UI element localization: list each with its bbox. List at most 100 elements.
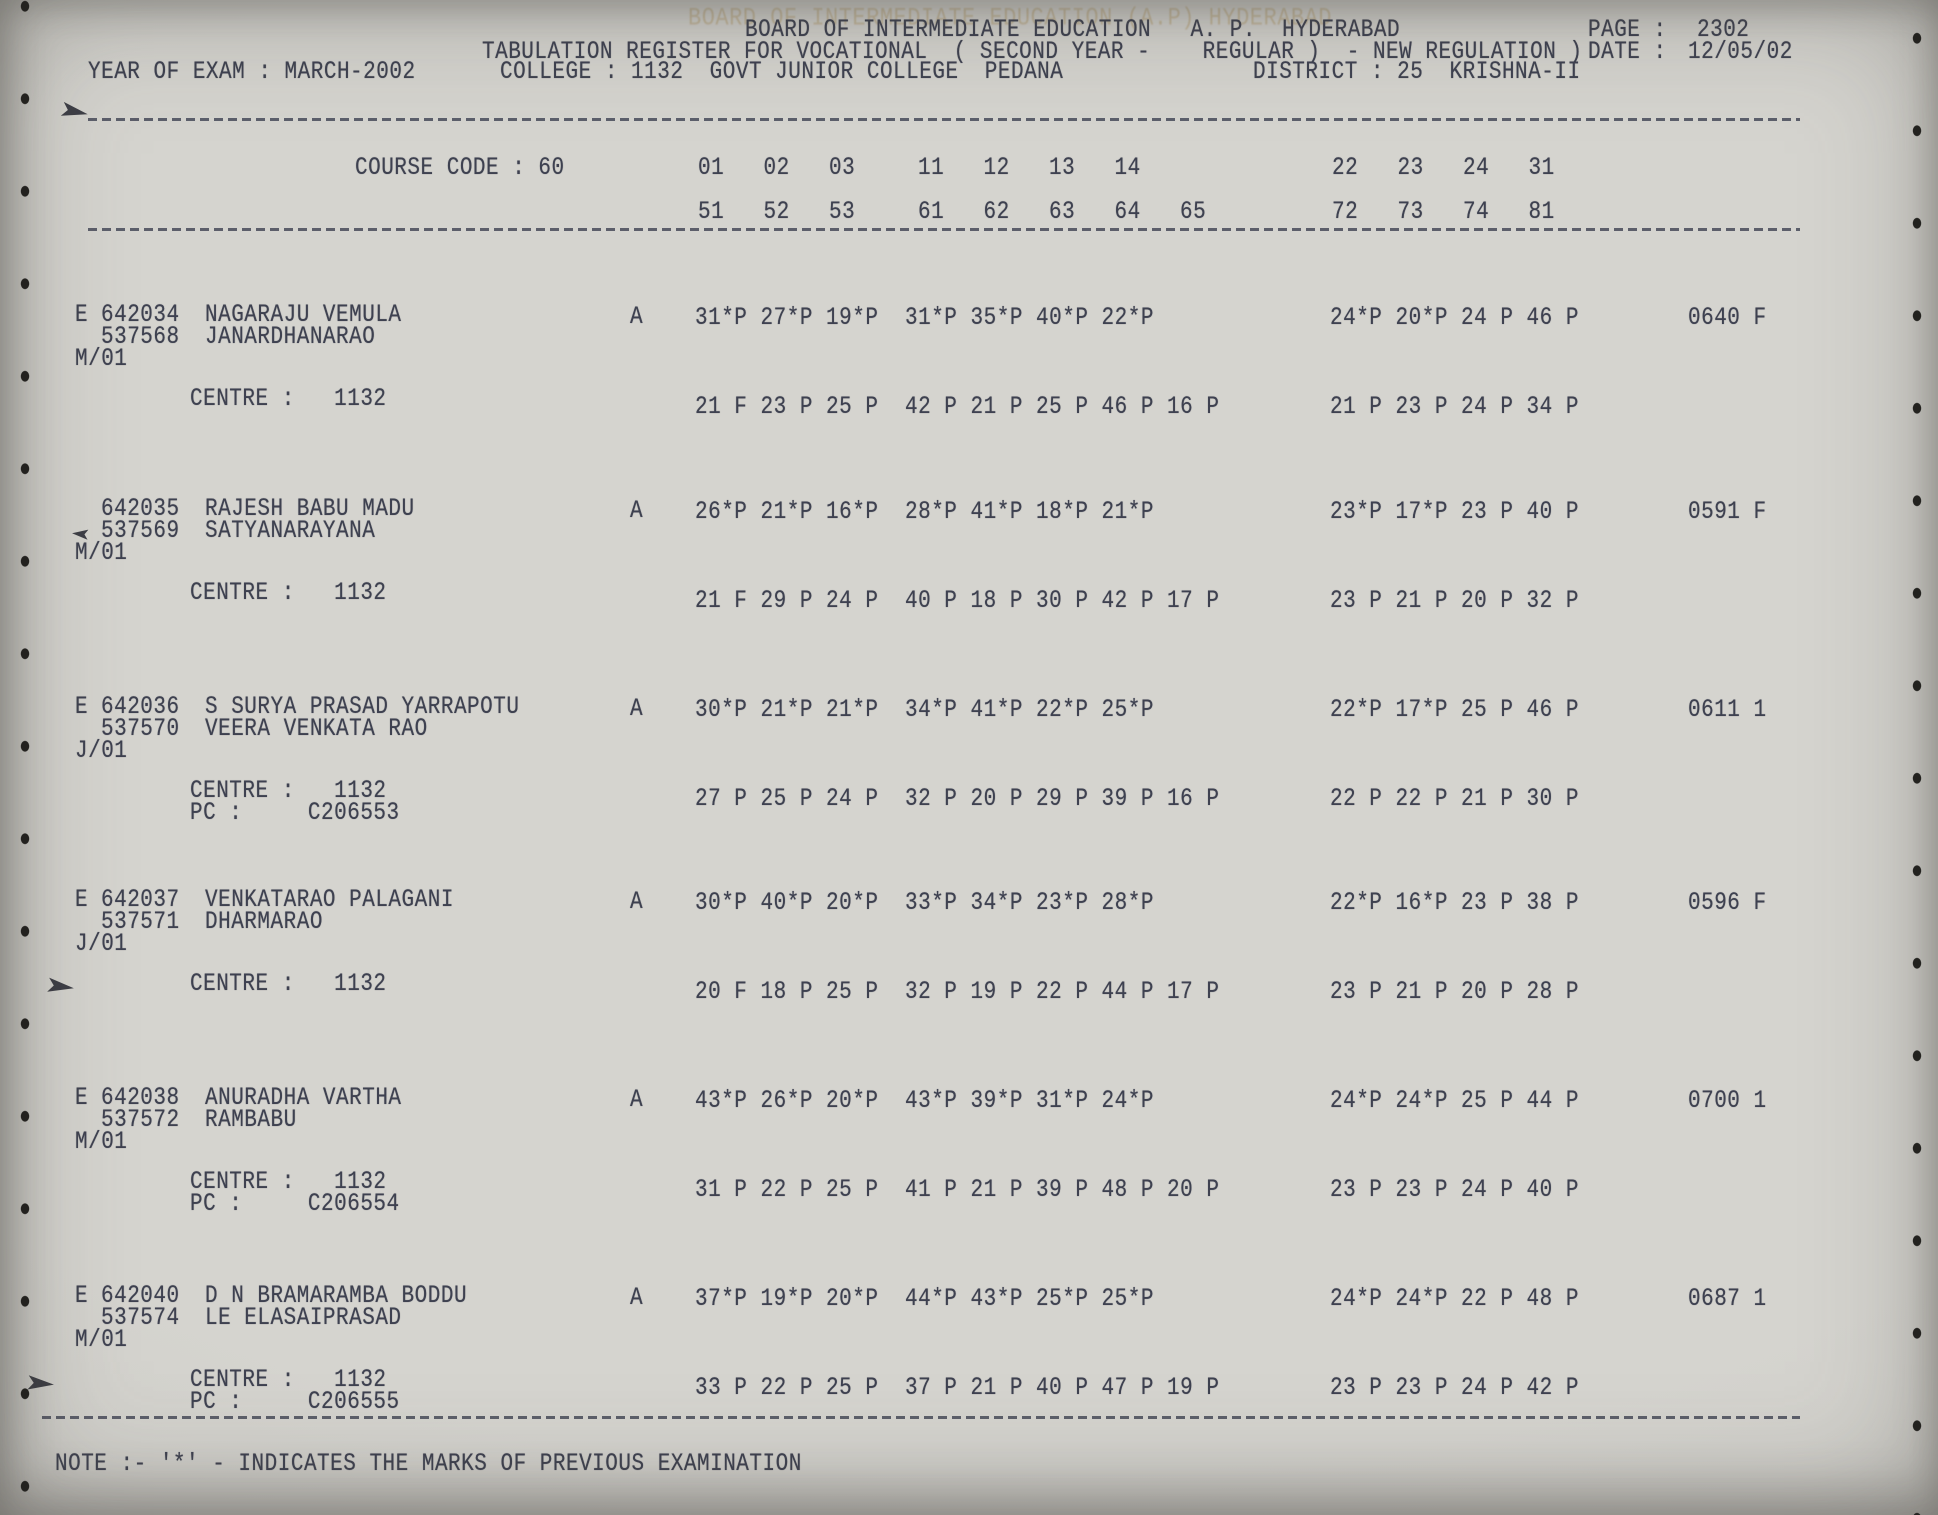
centre-marks-group-3: 22 P 22 P 21 P 30 P [1330, 785, 1579, 814]
parent-name: VEERA VENKATA RAO [205, 715, 428, 744]
centre-label: CENTRE : 1132 [190, 970, 387, 999]
centre-marks-group-1: 31 P 22 P 25 P [695, 1176, 879, 1205]
ghost-print-text: BOARD OF INTERMEDIATE EDUCATION (A.P) HY… [688, 4, 1333, 33]
marks-group-2: 33*P 34*P 23*P 28*P [905, 889, 1154, 918]
student-name: VENKATARAO PALAGANI [205, 886, 454, 915]
secondary-number: 537570 [101, 715, 180, 744]
secondary-number: 537571 [101, 908, 180, 937]
parent-name: DHARMARAO [205, 908, 323, 937]
centre-marks-group-3: 23 P 21 P 20 P 28 P [1330, 978, 1579, 1007]
attendance-flag: A [630, 1284, 644, 1313]
parent-name: RAMBABU [205, 1106, 297, 1135]
reg-number: 642034 [101, 301, 180, 330]
marks-group-2: 44*P 43*P 25*P 25*P [905, 1285, 1154, 1314]
marks-group-3: 24*P 20*P 24 P 46 P [1330, 304, 1579, 333]
date-value: 12/05/02 [1688, 38, 1793, 67]
year-of-exam: YEAR OF EXAM : MARCH-2002 [88, 58, 416, 87]
centre-marks-group-3: 21 P 23 P 24 P 34 P [1330, 393, 1579, 422]
student-name: RAJESH BABU MADU [205, 495, 415, 524]
college-name: COLLEGE : 1132 GOVT JUNIOR COLLEGE PEDAN… [500, 58, 1064, 87]
student-name: NAGARAJU VEMULA [205, 301, 402, 330]
centre-marks-group-1: 21 F 29 P 24 P [695, 587, 879, 616]
reg-prefix: E [75, 301, 89, 330]
reg-number: 642038 [101, 1084, 180, 1113]
centre-marks-group-3: 23 P 23 P 24 P 42 P [1330, 1374, 1579, 1403]
medium-code: J/01 [75, 930, 128, 959]
subject-codes-row2-group2: 61 62 63 64 65 [918, 198, 1207, 227]
subject-codes-row2-group1: 51 52 53 [698, 198, 856, 227]
secondary-number: 537569 [101, 517, 180, 546]
reg-prefix: E [75, 693, 89, 722]
student-name: D N BRAMARAMBA BODDU [205, 1282, 468, 1311]
medium-code: M/01 [75, 1326, 128, 1355]
medium-code: M/01 [75, 539, 128, 568]
parent-name: LE ELASAIPRASAD [205, 1304, 402, 1333]
reg-prefix: E [75, 886, 89, 915]
parent-name: SATYANARAYANA [205, 517, 376, 546]
subject-codes-row1-group3: 22 23 24 31 [1332, 154, 1555, 183]
subject-codes-row2-group3: 72 73 74 81 [1332, 198, 1555, 227]
secondary-number: 537572 [101, 1106, 180, 1135]
centre-marks-group-2: 32 P 20 P 29 P 39 P 16 P [905, 785, 1220, 814]
centre-label: CENTRE : 1132 [190, 385, 387, 414]
marks-group-2: 43*P 39*P 31*P 24*P [905, 1087, 1154, 1116]
marks-group-2: 28*P 41*P 18*P 21*P [905, 498, 1154, 527]
pen-mark [47, 976, 75, 996]
centre-marks-group-2: 40 P 18 P 30 P 42 P 17 P [905, 587, 1220, 616]
student-name: ANURADHA VARTHA [205, 1084, 402, 1113]
reg-number: 642040 [101, 1282, 180, 1311]
board-title: BOARD OF INTERMEDIATE EDUCATION A. P. HY… [745, 16, 1401, 45]
marks-group-1: 37*P 19*P 20*P [695, 1285, 879, 1314]
medium-code: J/01 [75, 737, 128, 766]
pc-number: PC : C206553 [190, 799, 400, 828]
centre-marks-group-3: 23 P 23 P 24 P 40 P [1330, 1176, 1579, 1205]
attendance-flag: A [630, 888, 644, 917]
page-number: 2302 [1697, 16, 1750, 45]
marks-group-2: 31*P 35*P 40*P 22*P [905, 304, 1154, 333]
punch-holes-right [1904, 0, 1930, 1515]
pen-mark [61, 100, 90, 122]
centre-label: CENTRE : 1132 [190, 579, 387, 608]
total-and-result: 0700 1 [1688, 1087, 1767, 1116]
marks-group-3: 22*P 16*P 23 P 38 P [1330, 889, 1579, 918]
centre-marks-group-1: 20 F 18 P 25 P [695, 978, 879, 1007]
punch-holes-left [12, 0, 38, 1515]
total-and-result: 0611 1 [1688, 696, 1767, 725]
marks-group-1: 43*P 26*P 20*P [695, 1087, 879, 1116]
footnote: NOTE :- '*' - INDICATES THE MARKS OF PRE… [55, 1450, 802, 1479]
course-code-label: COURSE CODE : 60 [355, 154, 565, 183]
centre-label: CENTRE : 1132 [190, 1366, 387, 1395]
subject-codes-row1-group2: 11 12 13 14 [918, 154, 1141, 183]
secondary-number: 537568 [101, 323, 180, 352]
medium-code: M/01 [75, 345, 128, 374]
separator-line [42, 1416, 1800, 1419]
separator-line [88, 228, 1800, 231]
centre-marks-group-2: 41 P 21 P 39 P 48 P 20 P [905, 1176, 1220, 1205]
marks-group-2: 34*P 41*P 22*P 25*P [905, 696, 1154, 725]
centre-marks-group-2: 42 P 21 P 25 P 46 P 16 P [905, 393, 1220, 422]
marks-group-1: 30*P 21*P 21*P [695, 696, 879, 725]
marks-group-1: 30*P 40*P 20*P [695, 889, 879, 918]
register-title: TABULATION REGISTER FOR VOCATIONAL ( SEC… [482, 38, 1583, 67]
medium-code: M/01 [75, 1128, 128, 1157]
pen-mark [27, 1374, 54, 1393]
reg-number: 642037 [101, 886, 180, 915]
centre-marks-group-2: 32 P 19 P 22 P 44 P 17 P [905, 978, 1220, 1007]
pc-number: PC : C206554 [190, 1190, 400, 1219]
centre-marks-group-1: 27 P 25 P 24 P [695, 785, 879, 814]
reg-prefix: E [75, 1084, 89, 1113]
parent-name: JANARDHANARAO [205, 323, 376, 352]
total-and-result: 0591 F [1688, 498, 1767, 527]
date-label: DATE : [1588, 38, 1667, 67]
marks-group-3: 24*P 24*P 22 P 48 P [1330, 1285, 1579, 1314]
separator-line [88, 118, 1800, 121]
marks-group-1: 26*P 21*P 16*P [695, 498, 879, 527]
reg-number: 642035 [101, 495, 180, 524]
total-and-result: 0640 F [1688, 304, 1767, 333]
marks-group-3: 22*P 17*P 25 P 46 P [1330, 696, 1579, 725]
attendance-flag: A [630, 303, 644, 332]
subject-codes-row1-group1: 01 02 03 [698, 154, 856, 183]
total-and-result: 0596 F [1688, 889, 1767, 918]
attendance-flag: A [630, 1086, 644, 1115]
